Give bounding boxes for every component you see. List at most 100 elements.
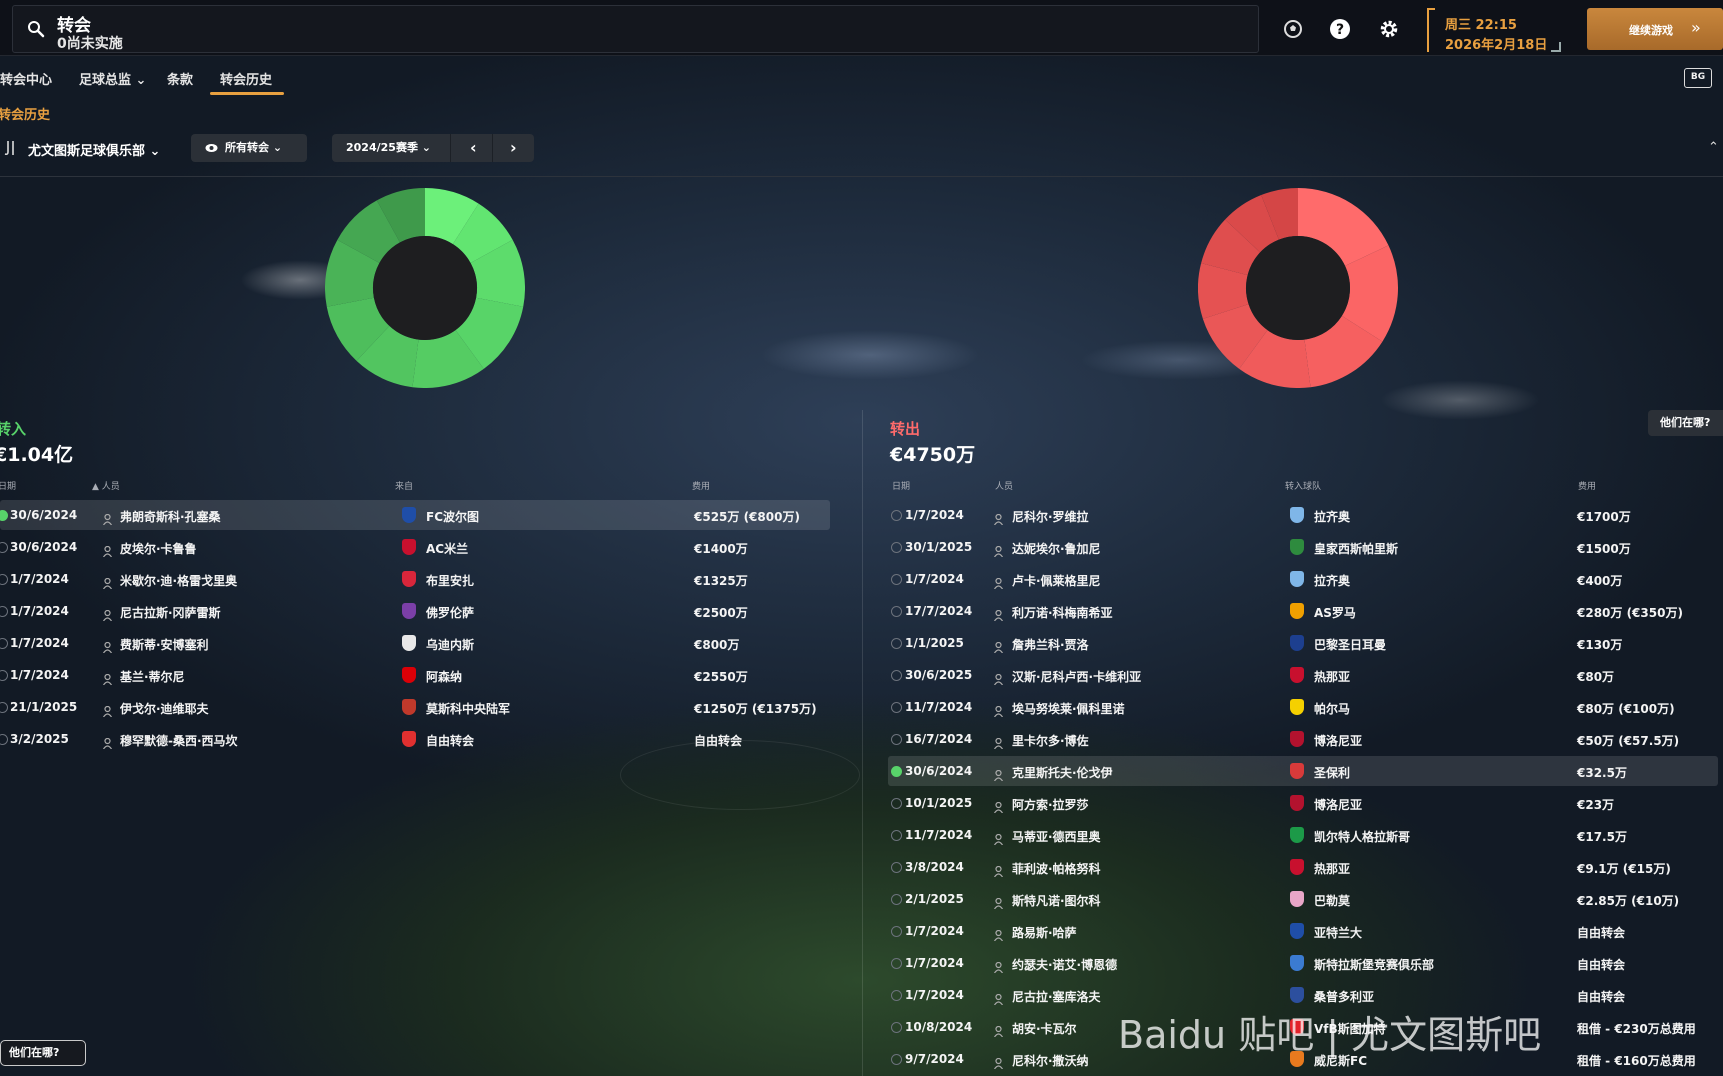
player-name[interactable]: 尼古拉斯·冈萨雷斯: [120, 606, 221, 620]
transfers-out-donut-slice[interactable]: [1341, 245, 1398, 342]
club-name[interactable]: 斯特拉斯堡竞赛俱乐部: [1314, 958, 1435, 972]
table-row[interactable]: 1/7/2024 卢卡·佩莱格里尼 拉齐奥 €400万: [888, 564, 1718, 594]
where-are-they-button[interactable]: 他们在哪?: [1648, 410, 1723, 436]
club-name[interactable]: 热那亚: [1314, 862, 1351, 876]
player-name[interactable]: 汉斯·尼科卢西·卡维利亚: [1012, 670, 1142, 684]
player-name[interactable]: 斯特凡诺·图尔科: [1012, 894, 1101, 908]
where-are-they-button-bottom[interactable]: 他们在哪?: [0, 1040, 86, 1066]
table-row[interactable]: 1/7/2024 尼古拉斯·冈萨雷斯 佛罗伦萨 €2500万: [0, 596, 830, 626]
player-name[interactable]: 伊戈尔·迪维耶夫: [120, 702, 209, 716]
table-row[interactable]: 1/7/2024 约瑟夫·诺艾·博恩德 斯特拉斯堡竞赛俱乐部 自由转会: [888, 948, 1718, 978]
tab-transfer-history[interactable]: 转会历史: [220, 73, 273, 88]
transfers-in-donut-slice[interactable]: [452, 203, 513, 263]
table-row[interactable]: 1/7/2024 费斯蒂·安博塞利 乌迪内斯 €800万: [0, 628, 830, 658]
transfers-in-donut-slice[interactable]: [326, 297, 390, 361]
player-name[interactable]: 里卡尔多·博佐: [1012, 734, 1089, 748]
transfers-in-donut-slice[interactable]: [455, 297, 524, 369]
club-name[interactable]: 乌迪内斯: [426, 638, 475, 652]
club-name[interactable]: 拉齐奥: [1314, 510, 1351, 524]
table-row[interactable]: 1/1/2025 詹弗兰科·贾洛 巴黎圣日耳曼 €130万: [888, 628, 1718, 658]
player-name[interactable]: 詹弗兰科·贾洛: [1012, 638, 1089, 652]
club-name[interactable]: VfB斯图加特: [1314, 1022, 1386, 1036]
club-name[interactable]: 佛罗伦萨: [426, 606, 475, 620]
transfers-out-donut-slice[interactable]: [1201, 219, 1261, 276]
player-name[interactable]: 达妮埃尔·鲁加尼: [1012, 542, 1101, 556]
season-selector[interactable]: 2024/25赛季 ⌄: [346, 141, 431, 154]
scope-filter[interactable]: 所有转会 ⌄: [191, 134, 307, 162]
column-header-date[interactable]: 日期: [0, 482, 17, 492]
transfers-out-donut-slice[interactable]: [1261, 188, 1298, 240]
club-name[interactable]: AC米兰: [426, 542, 469, 556]
player-name[interactable]: 米歇尔·迪·格雷戈里奥: [120, 574, 238, 588]
club-name[interactable]: 莫斯科中央陆军: [426, 702, 511, 716]
club-selector[interactable]: 尤文图斯足球俱乐部 ⌄: [28, 144, 161, 159]
transfers-in-donut-slice[interactable]: [337, 200, 400, 263]
transfers-out-donut-slice[interactable]: [1225, 195, 1279, 253]
table-row[interactable]: 21/1/2025 伊戈尔·迪维耶夫 莫斯科中央陆军 €1250万 (€1375万): [0, 692, 830, 722]
table-row[interactable]: 11/7/2024 埃马努埃莱·佩科里诺 帕尔马 €80万 (€100万): [888, 692, 1718, 722]
player-name[interactable]: 费斯蒂·安博塞利: [120, 638, 209, 652]
transfers-in-donut-slice[interactable]: [325, 239, 380, 307]
player-name[interactable]: 菲利波·帕格努科: [1012, 862, 1101, 876]
search-box[interactable]: 转会 0尚未实施: [12, 5, 1259, 53]
club-name[interactable]: 圣保利: [1314, 766, 1351, 780]
column-header-date[interactable]: 日期: [892, 482, 911, 492]
transfers-in-donut-slice[interactable]: [425, 188, 479, 245]
club-name[interactable]: 博洛尼亚: [1314, 734, 1363, 748]
table-row[interactable]: 1/7/2024 路易斯·哈萨 亚特兰大 自由转会: [888, 916, 1718, 946]
transfers-out-donut-slice[interactable]: [1304, 315, 1383, 388]
club-name[interactable]: AS罗马: [1314, 606, 1356, 620]
table-row[interactable]: 10/1/2025 阿方索·拉罗莎 博洛尼亚 €23万: [888, 788, 1718, 818]
club-name[interactable]: 布里安扎: [426, 574, 475, 588]
table-row[interactable]: 1/7/2024 尼科尔·罗维拉 拉齐奥 €1700万: [888, 500, 1718, 530]
player-name[interactable]: 利万诺·科梅南希亚: [1012, 606, 1113, 620]
transfers-in-donut-slice[interactable]: [376, 188, 425, 243]
tab-director-of-football[interactable]: 足球总监 ⌄: [79, 73, 147, 88]
football-icon[interactable]: [1282, 18, 1304, 40]
club-name[interactable]: 巴勒莫: [1314, 894, 1351, 908]
tab-clauses[interactable]: 条款: [167, 73, 194, 88]
club-name[interactable]: 阿森纳: [426, 670, 463, 684]
club-name[interactable]: 自由转会: [426, 734, 475, 748]
table-row[interactable]: 2/1/2025 斯特凡诺·图尔科 巴勒莫 €2.85万 (€10万): [888, 884, 1718, 914]
help-icon[interactable]: ?: [1329, 18, 1351, 40]
player-name[interactable]: 阿方索·拉罗莎: [1012, 798, 1089, 812]
table-row[interactable]: 30/1/2025 达妮埃尔·鲁加尼 皇家西斯帕里斯 €1500万: [888, 532, 1718, 562]
player-name[interactable]: 尼科尔·撒沃纳: [1012, 1054, 1089, 1068]
column-header-person[interactable]: 人员: [995, 482, 1014, 492]
player-name[interactable]: 克里斯托夫·伦戈伊: [1012, 766, 1113, 780]
club-name[interactable]: 威尼斯FC: [1314, 1054, 1368, 1068]
club-name[interactable]: 巴黎圣日耳曼: [1314, 638, 1387, 652]
table-row[interactable]: 30/6/2024 弗朗奇斯科·孔塞桑 FC波尔图 €525万 (€800万): [0, 500, 830, 530]
table-row[interactable]: 30/6/2024 克里斯托夫·伦戈伊 圣保利 €32.5万: [888, 756, 1718, 786]
prev-season-button[interactable]: ‹: [470, 138, 477, 157]
club-name[interactable]: 帕尔马: [1314, 702, 1351, 716]
player-name[interactable]: 尼古拉·塞库洛夫: [1012, 990, 1101, 1004]
table-row[interactable]: 17/7/2024 利万诺·科梅南希亚 AS罗马 €280万 (€350万): [888, 596, 1718, 626]
club-name[interactable]: 亚特兰大: [1314, 926, 1363, 940]
transfers-out-donut-slice[interactable]: [1202, 304, 1268, 369]
player-name[interactable]: 马蒂亚·德西里奥: [1012, 830, 1101, 844]
column-header-from[interactable]: 来自: [395, 482, 414, 492]
tab-transfer-centre[interactable]: 转会中心: [0, 73, 53, 88]
player-name[interactable]: 尼科尔·罗维拉: [1012, 510, 1089, 524]
table-row[interactable]: 3/8/2024 菲利波·帕格努科 热那亚 €9.1万 (€15万): [888, 852, 1718, 882]
player-name[interactable]: 皮埃尔·卡鲁鲁: [120, 542, 197, 556]
next-season-button[interactable]: ›: [510, 138, 517, 157]
column-header-person[interactable]: ▲ 人员: [92, 482, 120, 492]
transfers-out-donut-slice[interactable]: [1239, 330, 1311, 388]
club-name[interactable]: FC波尔图: [426, 510, 480, 524]
table-row[interactable]: 9/7/2024 尼科尔·撒沃纳 威尼斯FC 租借 - €160万总费用: [888, 1044, 1718, 1074]
transfers-out-donut-slice[interactable]: [1298, 188, 1389, 266]
player-name[interactable]: 弗朗奇斯科·孔塞桑: [120, 510, 221, 524]
club-name[interactable]: 皇家西斯帕里斯: [1314, 542, 1399, 556]
column-header-fee[interactable]: 费用: [692, 482, 711, 492]
table-row[interactable]: 10/8/2024 胡安·卡瓦尔 VfB斯图加特 租借 - €230万总费用: [888, 1012, 1718, 1042]
gear-icon[interactable]: [1378, 18, 1400, 40]
table-row[interactable]: 16/7/2024 里卡尔多·博佐 博洛尼亚 €50万 (€57.5万): [888, 724, 1718, 754]
table-row[interactable]: 1/7/2024 米歇尔·迪·格雷戈里奥 布里安扎 €1325万: [0, 564, 830, 594]
table-row[interactable]: 3/2/2025 穆罕默德-桑西·西马坎 自由转会 自由转会: [0, 724, 830, 754]
club-name[interactable]: 凯尔特人格拉斯哥: [1314, 830, 1411, 844]
player-name[interactable]: 穆罕默德-桑西·西马坎: [120, 734, 238, 748]
continue-button[interactable]: 继续游戏 »: [1587, 8, 1723, 50]
